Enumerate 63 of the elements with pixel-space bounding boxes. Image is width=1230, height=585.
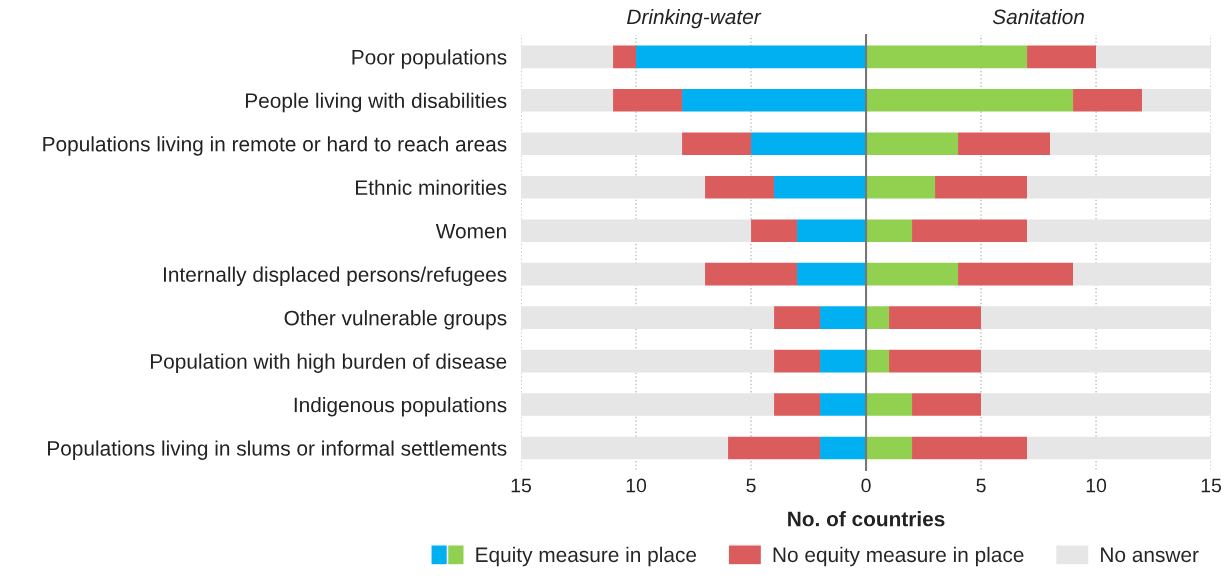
bar [889, 349, 982, 373]
legend-label: No answer [1101, 547, 1199, 563]
y-tick-label: Ethnic minorities [356, 179, 507, 195]
bar [774, 306, 821, 329]
chart-title: Sanitation [992, 8, 1084, 25]
bar [705, 262, 798, 286]
bar [981, 306, 1212, 329]
y-tick-label: Women [435, 223, 506, 239]
bar [521, 89, 614, 112]
x-axis-title: No. of countries [788, 511, 945, 527]
bar [521, 393, 775, 416]
legend-label: Equity measure in place [476, 546, 697, 567]
x-tick-label: 5 [746, 478, 756, 493]
bar [1027, 45, 1097, 69]
bar [958, 262, 1074, 286]
y-tick-label: Internally displaced persons/refugees [163, 266, 507, 287]
bar [774, 349, 821, 373]
bar [912, 219, 1028, 242]
y-tick-label: Indigenous populations [294, 397, 507, 417]
bar [521, 45, 614, 69]
bar [521, 219, 752, 242]
y-tick-label: Populations living in remote or hard to reach areas [43, 136, 507, 156]
bar [521, 262, 706, 286]
bar [1050, 132, 1212, 156]
bar [1142, 89, 1212, 112]
legend-label: No equity measure in place [773, 546, 1024, 567]
y-tick-label: Poor populations [352, 49, 507, 69]
bar [682, 132, 752, 156]
y-tick-label: Other vulnerable groups [284, 310, 507, 330]
chart-title: Drinking-water [627, 8, 762, 29]
bar [912, 436, 1028, 460]
bar [521, 306, 775, 329]
bar [981, 393, 1212, 416]
bar [751, 219, 798, 242]
bar [958, 132, 1051, 156]
bar [1027, 436, 1212, 460]
x-tick-label: 15 [1201, 478, 1222, 493]
y-tick-label: Populations living in slums or informal settlements [48, 440, 507, 460]
x-tick-label: 10 [626, 478, 647, 493]
bar [935, 175, 1028, 199]
bar [613, 89, 683, 112]
bar [912, 393, 982, 416]
bar [613, 45, 637, 69]
bar [981, 349, 1212, 373]
bar [1096, 45, 1212, 69]
x-tick-label: 5 [976, 478, 986, 493]
x-tick-label: 15 [511, 478, 532, 493]
bar [1027, 219, 1212, 242]
x-tick-label: 10 [1086, 478, 1107, 493]
bar [728, 436, 821, 460]
y-tick-label: Population with high burden of disease [150, 353, 507, 373]
bar [521, 132, 683, 156]
bar [521, 349, 775, 373]
x-tick-label: 0 [861, 478, 871, 493]
bar [889, 306, 982, 329]
bar [521, 175, 706, 199]
bar [1073, 262, 1212, 286]
y-tick-label: People living with disabilities [245, 92, 507, 113]
bar [774, 393, 821, 416]
bar [705, 175, 775, 199]
bar [521, 436, 729, 460]
bar [1027, 175, 1212, 199]
bar [1073, 89, 1143, 112]
